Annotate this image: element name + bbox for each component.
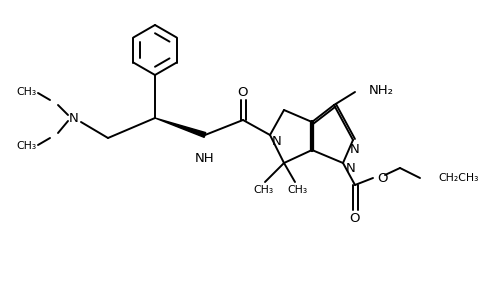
Text: CH₃: CH₃ — [253, 185, 273, 195]
Text: NH: NH — [195, 152, 215, 165]
Text: CH₂CH₃: CH₂CH₃ — [438, 173, 478, 183]
Polygon shape — [155, 118, 206, 137]
Text: NH₂: NH₂ — [369, 84, 394, 96]
Text: N: N — [346, 162, 356, 174]
Text: O: O — [377, 171, 387, 185]
Text: CH₃: CH₃ — [16, 87, 36, 97]
Text: N: N — [69, 111, 79, 125]
Text: N: N — [350, 143, 360, 155]
Text: O: O — [238, 85, 248, 99]
Text: CH₃: CH₃ — [16, 141, 36, 151]
Text: N: N — [272, 135, 282, 147]
Text: CH₃: CH₃ — [287, 185, 307, 195]
Text: O: O — [350, 211, 360, 225]
